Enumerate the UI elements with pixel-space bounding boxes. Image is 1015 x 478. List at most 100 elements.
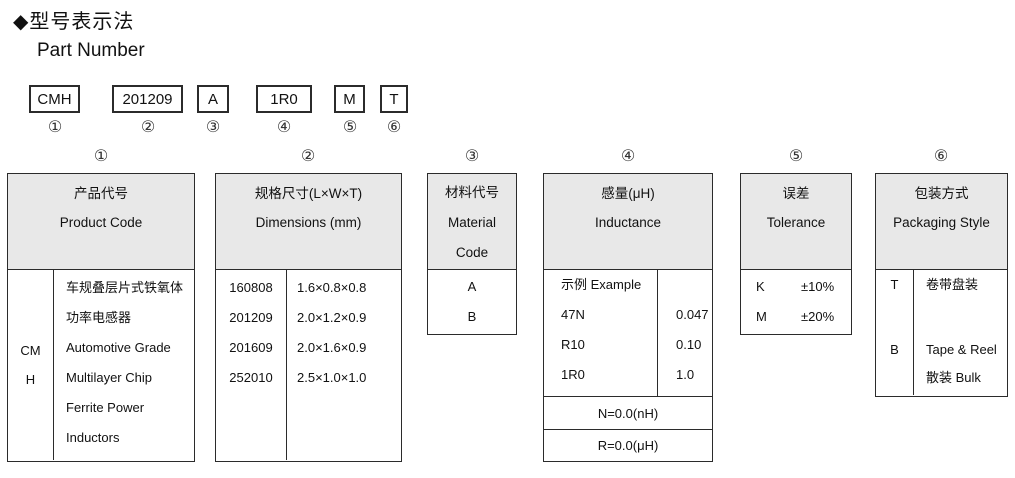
table-tolerance: 误差 Tolerance K ±10% M ±20% bbox=[740, 173, 852, 335]
product-desc-line: Automotive Grade bbox=[66, 340, 171, 355]
table-material-header: 材料代号 Material Code bbox=[428, 174, 516, 270]
product-desc-line: Ferrite Power bbox=[66, 400, 145, 415]
packaging-code-spacer bbox=[876, 300, 913, 335]
box-index-5: ⑤ bbox=[342, 119, 358, 136]
dimension-size: 2.5×1.0×1.0 bbox=[297, 370, 367, 385]
table-dimensions-header: 规格尺寸(L×W×T) Dimensions (mm) bbox=[216, 174, 401, 270]
table-product-code-header: 产品代号 Product Code bbox=[8, 174, 194, 270]
part-box-tolerance: M bbox=[334, 85, 365, 113]
packaging-desc-zh-reel: 卷带盘装 bbox=[926, 277, 979, 292]
dimension-size: 2.0×1.2×0.9 bbox=[297, 310, 367, 325]
page-title-zh: ◆型号表示法 bbox=[13, 5, 134, 34]
dimension-code: 201209 bbox=[229, 310, 273, 325]
table-index-5: ⑤ bbox=[788, 148, 804, 165]
table-index-2: ② bbox=[300, 148, 316, 165]
material-code: A bbox=[467, 279, 477, 294]
header-zh: 材料代号 bbox=[445, 185, 499, 200]
table-inductance-header: 感量(μH) Inductance bbox=[544, 174, 712, 270]
packaging-code-t: T bbox=[890, 277, 899, 292]
header-zh: 产品代号 bbox=[74, 186, 128, 201]
tolerance-code: K bbox=[756, 279, 765, 294]
product-desc-cell: 车规叠层片式铁氧体 功率电感器 Automotive Grade Multila… bbox=[54, 270, 194, 460]
inductance-code: 1R0 bbox=[561, 367, 585, 382]
inductance-code-column: 示例 Example 47N R10 1R0 bbox=[544, 270, 658, 396]
dimension-code: 252010 bbox=[229, 370, 273, 385]
box-index-2: ② bbox=[140, 119, 156, 136]
part-box-packaging: T bbox=[380, 85, 408, 113]
page-title-en: Part Number bbox=[37, 40, 145, 61]
table-index-1: ① bbox=[93, 148, 109, 165]
header-en: Product Code bbox=[59, 215, 143, 230]
product-desc-line: Multilayer Chip bbox=[66, 370, 152, 385]
product-code-line2: H bbox=[25, 372, 36, 387]
table-material-code: 材料代号 Material Code A B bbox=[427, 173, 517, 335]
header-zh: 规格尺寸(L×W×T) bbox=[254, 186, 363, 201]
product-code-cell: CM H bbox=[8, 270, 54, 460]
header-en: Tolerance bbox=[766, 215, 826, 230]
product-desc-line: 功率电感器 bbox=[66, 310, 132, 325]
header-en: Dimensions (mm) bbox=[255, 215, 362, 230]
box-index-6: ⑥ bbox=[386, 119, 402, 136]
product-desc-line: Inductors bbox=[66, 430, 120, 445]
header-zh: 包装方式 bbox=[914, 186, 969, 201]
header-en: Code bbox=[455, 245, 489, 260]
inductance-value: 0.047 bbox=[676, 307, 709, 322]
inductance-note-uh: R=0.0(μH) bbox=[544, 429, 712, 460]
table-tolerance-header: 误差 Tolerance bbox=[741, 174, 851, 270]
tolerance-code: M bbox=[756, 309, 767, 324]
table-packaging: 包装方式 Packaging Style T B 卷带盘装 Tape & Ree… bbox=[875, 173, 1008, 397]
table-tolerance-body: K ±10% M ±20% bbox=[741, 270, 851, 333]
table-product-code-body: CM H 车规叠层片式铁氧体 功率电感器 Automotive Grade Mu… bbox=[8, 270, 194, 460]
table-packaging-body: T B 卷带盘装 Tape & Reel 散装 Bulk bbox=[876, 270, 1007, 395]
packaging-code-b: B bbox=[890, 342, 899, 357]
material-code: B bbox=[467, 309, 477, 324]
dimension-code: 201609 bbox=[229, 340, 273, 355]
dimension-size-column: 1.6×0.8×0.8 2.0×1.2×0.9 2.0×1.6×0.9 2.5×… bbox=[287, 270, 401, 460]
dimension-size: 2.0×1.6×0.9 bbox=[297, 340, 367, 355]
inductance-example-label: 示例 Example bbox=[561, 277, 642, 292]
tolerance-row: K ±10% bbox=[756, 272, 851, 302]
product-desc-line: 车规叠层片式铁氧体 bbox=[66, 280, 184, 295]
part-box-inductance: 1R0 bbox=[256, 85, 312, 113]
inductance-value: 1.0 bbox=[676, 367, 695, 382]
tolerance-value: ±20% bbox=[801, 309, 835, 324]
packaging-desc-spacer bbox=[926, 300, 1007, 335]
inductance-note-nh: N=0.0(nH) bbox=[544, 396, 712, 429]
header-en: Packaging Style bbox=[893, 215, 990, 230]
table-inductance: 感量(μH) Inductance 示例 Example 47N R10 1R0… bbox=[543, 173, 713, 462]
header-zh: 感量(μH) bbox=[601, 186, 655, 201]
header-zh: 误差 bbox=[782, 186, 810, 201]
table-packaging-header: 包装方式 Packaging Style bbox=[876, 174, 1007, 270]
part-box-material: A bbox=[197, 85, 229, 113]
dimension-size: 1.6×0.8×0.8 bbox=[297, 280, 367, 295]
table-index-3: ③ bbox=[464, 148, 480, 165]
box-index-3: ③ bbox=[205, 119, 221, 136]
diamond-bullet-icon: ◆ bbox=[13, 11, 30, 33]
table-inductance-examples: 示例 Example 47N R10 1R0 0.047 0.10 1.0 bbox=[544, 270, 712, 396]
box-index-4: ④ bbox=[276, 119, 292, 136]
table-product-code: 产品代号 Product Code CM H 车规叠层片式铁氧体 功率电感器 A… bbox=[7, 173, 195, 462]
table-index-4: ④ bbox=[620, 148, 636, 165]
page-title-zh-text: 型号表示法 bbox=[29, 11, 135, 33]
inductance-code: R10 bbox=[561, 337, 585, 352]
header-en: Inductance bbox=[594, 215, 662, 230]
inductance-code: 47N bbox=[561, 307, 585, 322]
dimension-code: 160808 bbox=[229, 280, 273, 295]
part-box-dimensions: 201209 bbox=[112, 85, 183, 113]
header-en: Material bbox=[447, 215, 496, 230]
packaging-desc-column: 卷带盘装 Tape & Reel 散装 Bulk bbox=[914, 270, 1007, 395]
table-material-body: A B bbox=[428, 270, 516, 333]
table-dimensions-body: 160808 201209 201609 252010 1.6×0.8×0.8 … bbox=[216, 270, 401, 460]
table-dimensions: 规格尺寸(L×W×T) Dimensions (mm) 160808 20120… bbox=[215, 173, 402, 462]
inductance-value-blank bbox=[676, 270, 712, 300]
table-index-6: ⑥ bbox=[933, 148, 949, 165]
tolerance-row: M ±20% bbox=[756, 302, 851, 332]
packaging-desc-bulk: 散装 Bulk bbox=[926, 370, 981, 385]
packaging-desc-en-reel: Tape & Reel bbox=[926, 342, 997, 357]
packaging-code-column: T B bbox=[876, 270, 914, 395]
part-box-product-code: CMH bbox=[29, 85, 80, 113]
product-code-line1: CM bbox=[20, 343, 41, 358]
box-index-1: ① bbox=[47, 119, 63, 136]
dimension-code-column: 160808 201209 201609 252010 bbox=[216, 270, 287, 460]
